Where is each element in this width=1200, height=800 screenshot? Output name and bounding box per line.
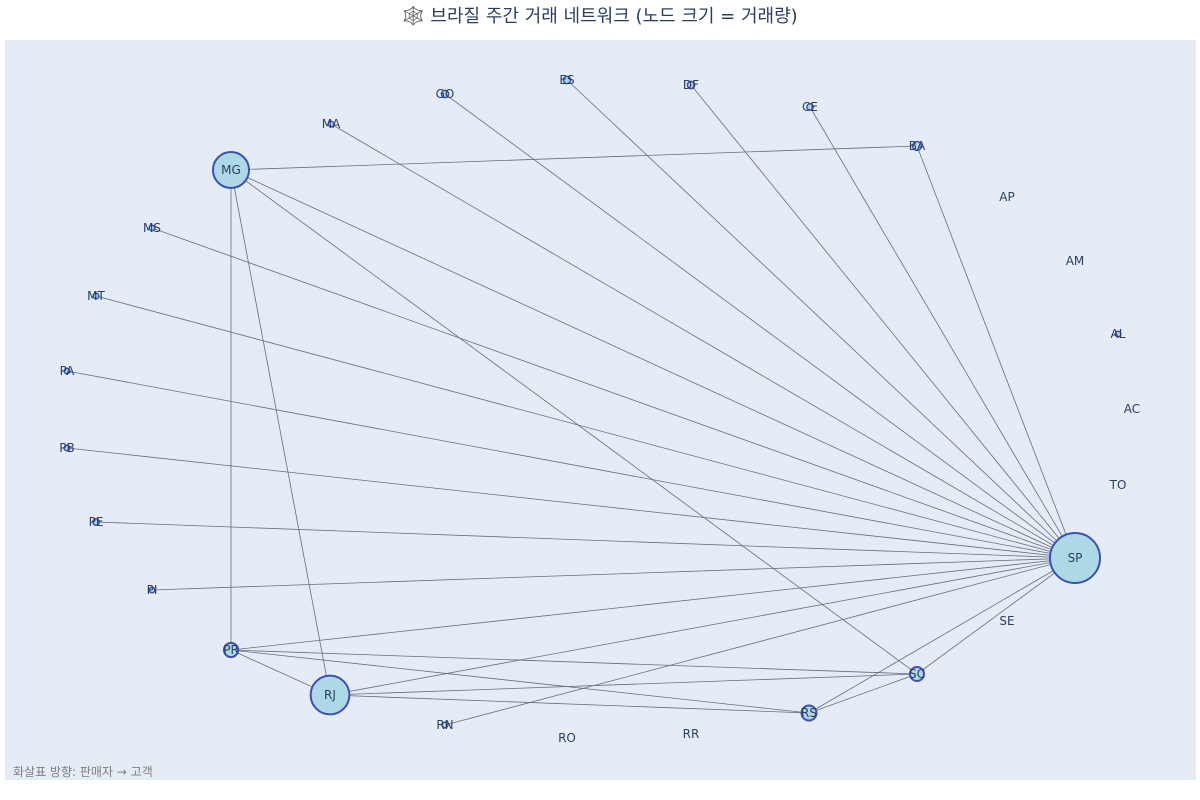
node-al[interactable] (1114, 330, 1122, 338)
edge-sp-ba (916, 145, 1076, 559)
network-plot-area[interactable]: SP MG RJ PR SC RS BA GO ES DF CE MA MS MT PA PB PE PI RN RO… (5, 40, 1196, 780)
node-label-df: DF (683, 78, 699, 92)
node-label-mg: MG (221, 163, 241, 177)
edge-sp-pr (230, 557, 1076, 651)
edge-sp-rn (444, 557, 1076, 726)
node-label-ap: AP (999, 190, 1014, 204)
edge-mg-rj (230, 169, 331, 696)
edge-sp-pi (151, 557, 1076, 591)
node-sc[interactable] (909, 666, 925, 682)
node-label-se: SE (999, 614, 1014, 628)
nodes-layer (63, 75, 1122, 729)
node-label-sc: SC (909, 667, 925, 681)
edge-sp-ma (330, 123, 1076, 559)
direction-annotation: 화살표 방향: 판매자 → 고객 (13, 765, 153, 779)
node-sp[interactable] (1049, 532, 1101, 584)
edge-sp-df (690, 84, 1076, 559)
edge-sp-pe (95, 521, 1076, 559)
node-label-sp: SP (1068, 551, 1083, 565)
edge-sp-pb (66, 447, 1076, 559)
edge-sp-ms (151, 227, 1076, 559)
node-label-rr: RR (683, 727, 700, 741)
node-rs[interactable] (800, 704, 818, 722)
edge-sp-go (444, 93, 1076, 559)
node-df[interactable] (686, 80, 696, 90)
node-label-ro: RO (558, 731, 576, 745)
edge-rs-sc (808, 673, 918, 714)
node-rn[interactable] (441, 721, 449, 729)
node-label-mt: MT (87, 289, 105, 303)
node-es[interactable] (562, 75, 572, 85)
edge-rj-rs (329, 694, 810, 714)
edge-pr-sc (230, 649, 918, 675)
node-go[interactable] (440, 89, 450, 99)
edge-sp-es (566, 79, 1076, 559)
edge-sp-sc (916, 557, 1076, 675)
node-label-pr: PR (223, 643, 239, 657)
node-ce[interactable] (806, 103, 814, 111)
node-label-pb: PB (59, 441, 74, 455)
edge-mg-ba (230, 145, 918, 171)
labels-layer: SP MG RJ PR SC RS BA GO ES DF CE MA MS MT PA PB PE PI RN RO… (59, 73, 1140, 745)
node-label-pa: PA (60, 364, 75, 378)
edge-pr-rs (230, 649, 810, 714)
edge-sp-rj (329, 557, 1076, 696)
node-label-to: TO (1109, 478, 1127, 492)
node-label-pi: PI (147, 583, 158, 597)
node-label-ac: AC (1124, 402, 1140, 416)
node-pe[interactable] (92, 518, 100, 526)
edge-rj-sc (329, 673, 918, 696)
node-mt[interactable] (92, 292, 100, 300)
edge-sp-rs (808, 557, 1076, 714)
node-label-ba: BA (909, 139, 926, 153)
node-label-ms: MS (143, 221, 161, 235)
node-label-al: AL (1111, 327, 1126, 341)
node-rj[interactable] (309, 674, 351, 716)
network-svg[interactable]: SP MG RJ PR SC RS BA GO ES DF CE MA MS MT PA PB PE PI RN RO… (5, 40, 1196, 780)
edge-sp-mg (230, 169, 1076, 559)
node-ma[interactable] (327, 120, 335, 128)
node-pi[interactable] (148, 586, 156, 594)
node-label-ma: MA (322, 117, 341, 131)
node-pr[interactable] (222, 641, 240, 659)
node-label-am: AM (1066, 254, 1085, 268)
node-pa[interactable] (63, 367, 71, 375)
node-label-rn: RN (436, 718, 453, 732)
edge-sp-ce (809, 106, 1076, 559)
node-label-go: GO (436, 87, 455, 101)
node-label-es: ES (559, 73, 574, 87)
node-ms[interactable] (148, 224, 156, 232)
edge-sp-mt (95, 295, 1076, 559)
edge-sp-pa (66, 370, 1076, 559)
node-label-rs: RS (801, 706, 817, 720)
node-label-pe: PE (89, 515, 104, 529)
edge-mg-sc (230, 169, 918, 675)
node-pb[interactable] (63, 444, 71, 452)
node-ba[interactable] (911, 140, 923, 152)
node-label-rj: RJ (324, 688, 336, 702)
node-label-ce: CE (802, 100, 818, 114)
chart-title: 🕸️ 브라질 주간 거래 네트워크 (노드 크기 = 거래량) (402, 6, 798, 27)
node-mg[interactable] (211, 150, 251, 190)
